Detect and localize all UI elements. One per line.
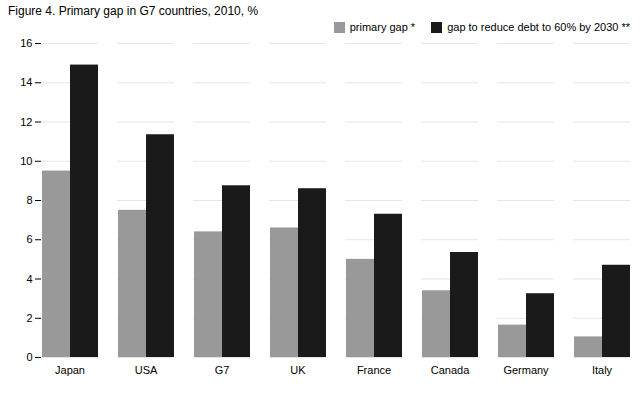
svg-text:UK: UK: [290, 364, 306, 376]
svg-text:6: 6: [26, 233, 32, 245]
svg-text:Germany: Germany: [503, 364, 549, 376]
svg-text:10: 10: [20, 155, 32, 167]
svg-text:14: 14: [20, 76, 32, 88]
svg-text:Italy: Italy: [592, 364, 613, 376]
svg-text:G7: G7: [215, 364, 230, 376]
svg-text:4: 4: [26, 273, 32, 285]
svg-text:USA: USA: [135, 364, 158, 376]
html-text:gap to reduce debt to 60% by 2: gap to reduce debt to 60% by 2030 **: [447, 21, 630, 33]
svg-text:Japan: Japan: [55, 364, 85, 376]
svg-text:2: 2: [26, 312, 32, 324]
svg-text:8: 8: [26, 194, 32, 206]
html-text:Figure 4. Primary gap in G7 co: Figure 4. Primary gap in G7 countries, 2…: [8, 4, 259, 18]
svg-text:12: 12: [20, 116, 32, 128]
html-text:primary gap *: primary gap *: [349, 21, 416, 33]
svg-text:16: 16: [20, 37, 32, 49]
svg-text:Canada: Canada: [431, 364, 470, 376]
svg-text:France: France: [357, 364, 391, 376]
svg-text:0: 0: [26, 351, 32, 363]
